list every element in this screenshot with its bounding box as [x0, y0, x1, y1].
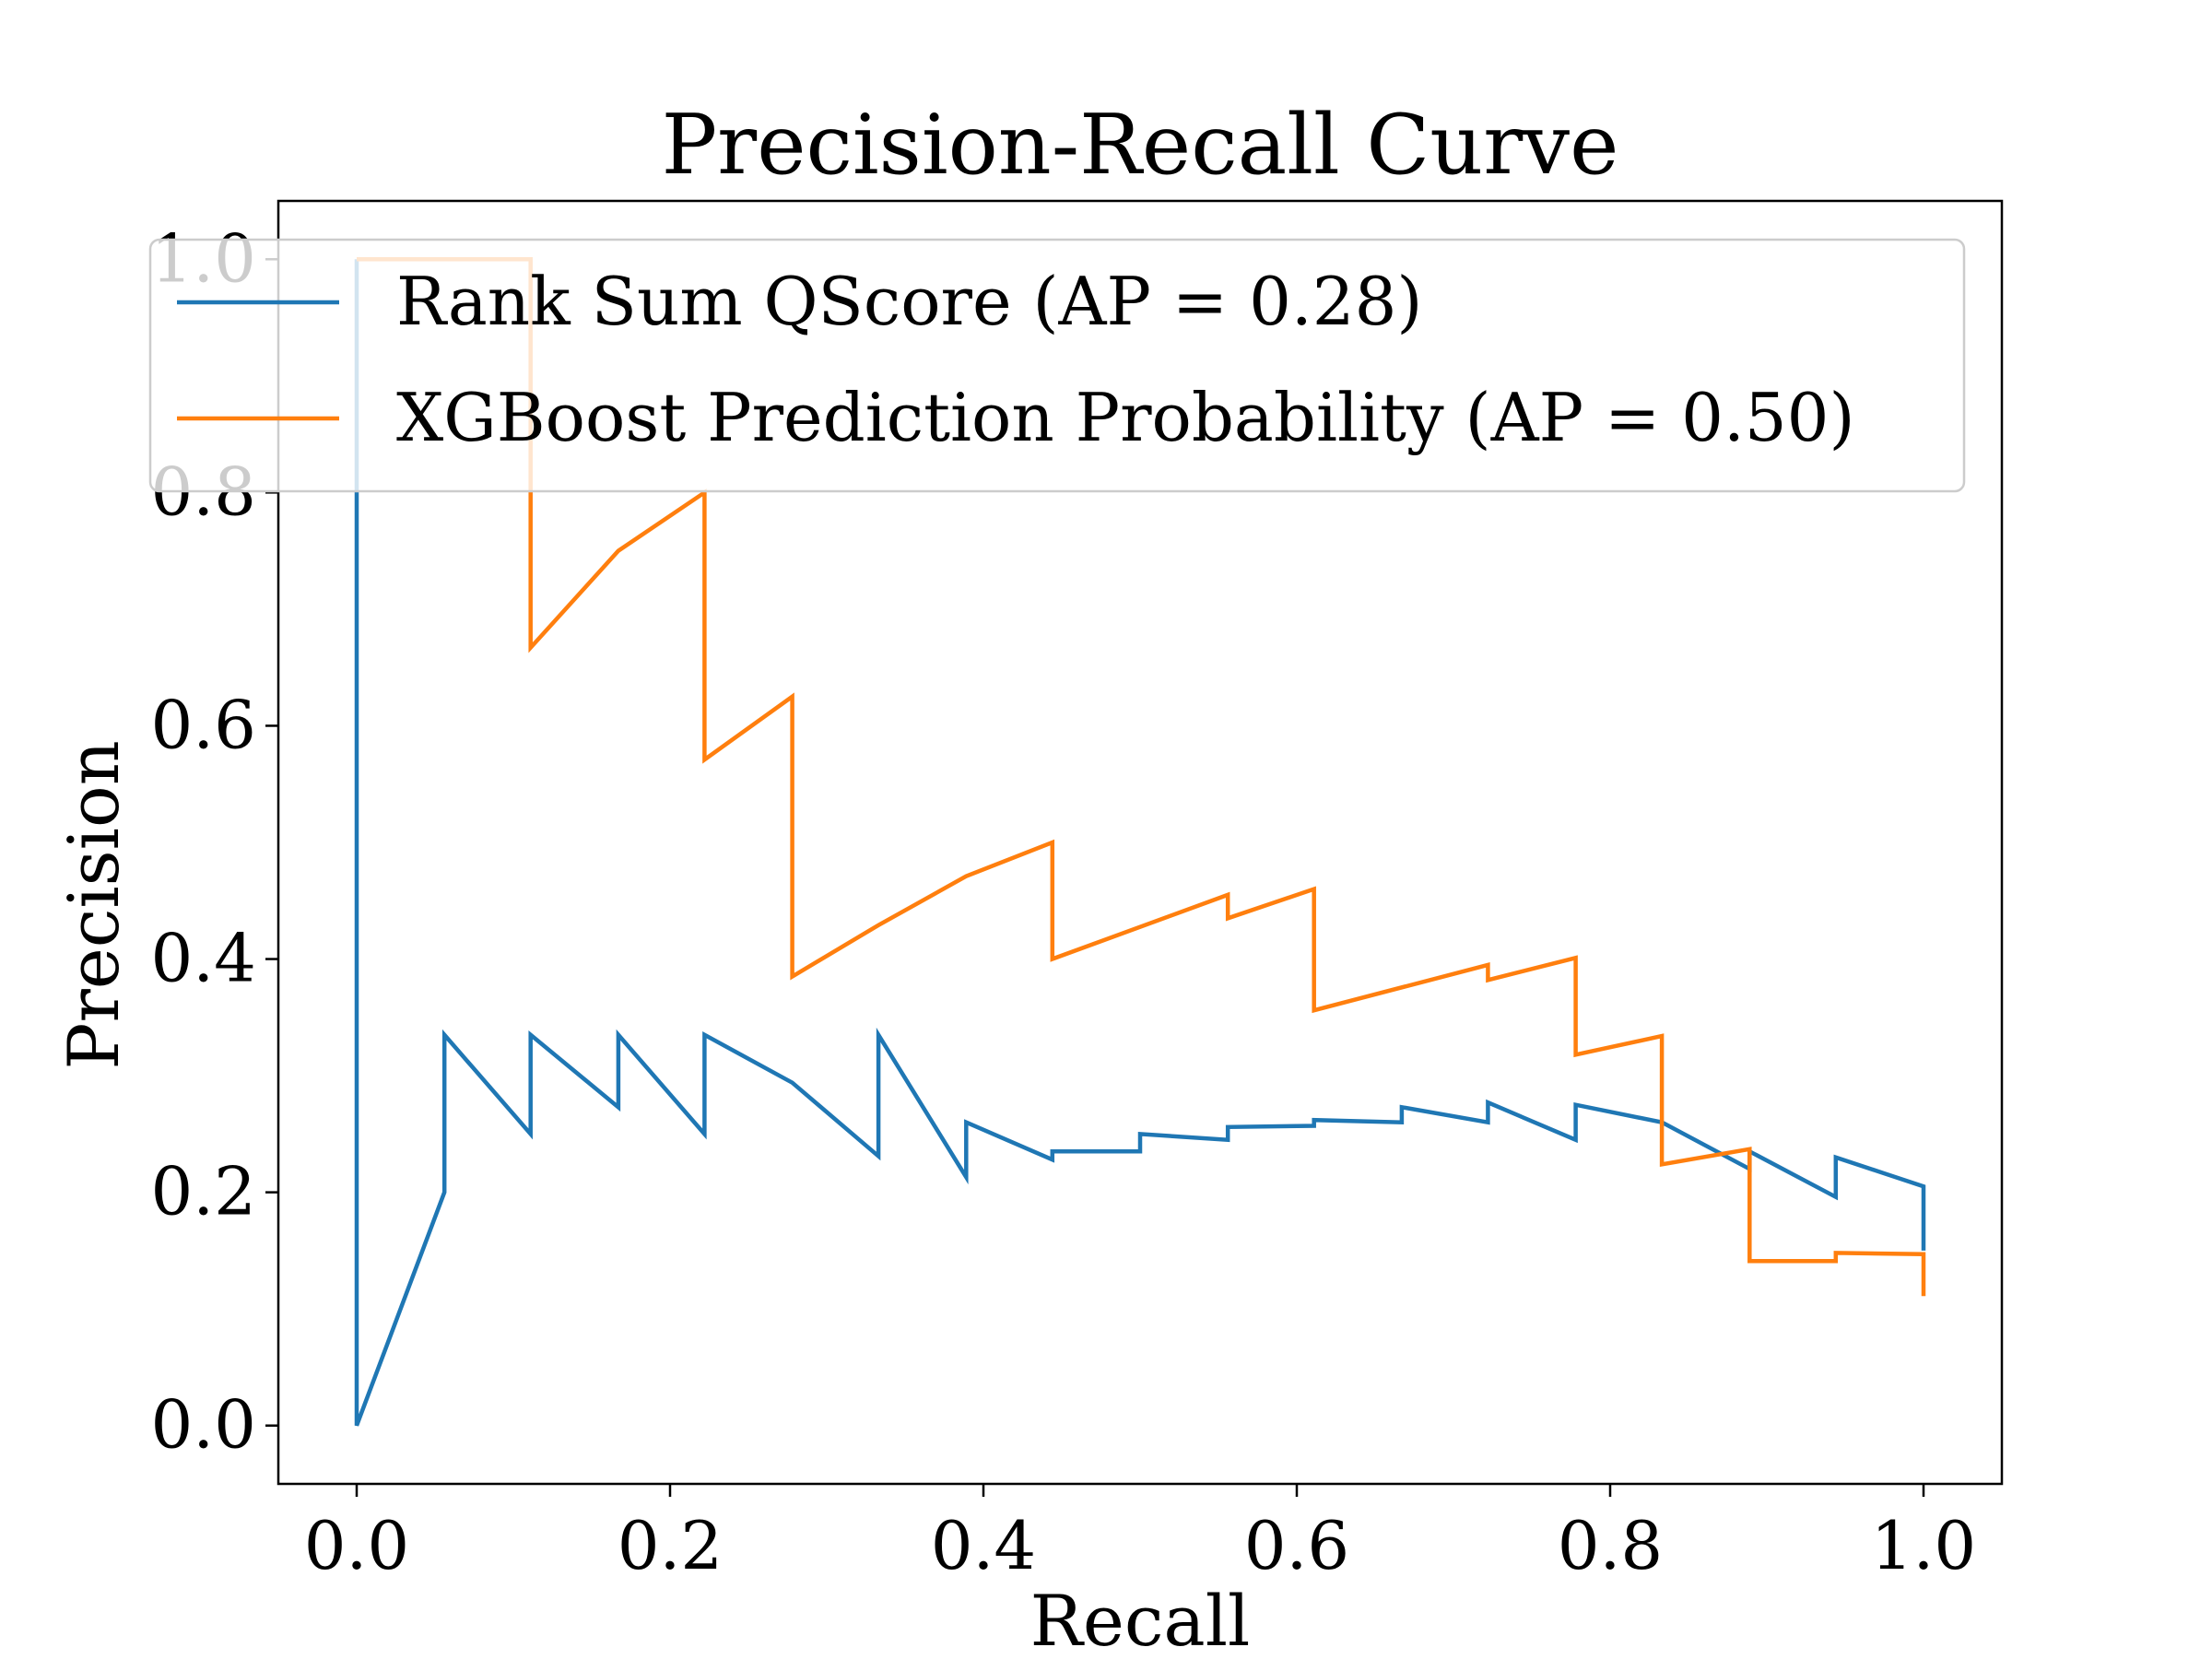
plot-area: [354, 257, 1926, 1427]
legend[interactable]: Rank Sum QScore (AP = 0.28) XGBoost Predi…: [148, 238, 1966, 493]
x-tick-label: 0.6: [1244, 1507, 1350, 1584]
x-axis: 0.0 0.2 0.4 0.6 0.8 1.0: [304, 1484, 1977, 1584]
y-tick-label: 0.0: [150, 1386, 256, 1464]
series-line-1: [357, 257, 1926, 1297]
y-axis-label: Precision: [53, 740, 135, 1069]
legend-box: [148, 238, 1966, 493]
x-tick-label: 0.2: [618, 1507, 724, 1584]
legend-entry-1: XGBoost Prediction Probability (AP = 0.5…: [396, 379, 1855, 456]
y-tick-label: 0.6: [150, 686, 256, 763]
x-tick-label: 0.4: [931, 1507, 1037, 1584]
plot-frame: [276, 199, 2004, 1486]
x-axis-label: Recall: [1030, 1580, 1251, 1659]
x-tick-label: 0.8: [1558, 1507, 1664, 1584]
chart-title: Precision-Recall Curve: [662, 97, 1619, 194]
y-tick-label: 0.2: [150, 1153, 256, 1230]
legend-entry-0: Rank Sum QScore (AP = 0.28): [396, 263, 1423, 340]
x-tick-label: 1.0: [1871, 1507, 1977, 1584]
series-line-0: [354, 259, 1926, 1427]
y-tick-label: 0.4: [150, 920, 256, 997]
x-tick-label: 0.0: [304, 1507, 410, 1584]
